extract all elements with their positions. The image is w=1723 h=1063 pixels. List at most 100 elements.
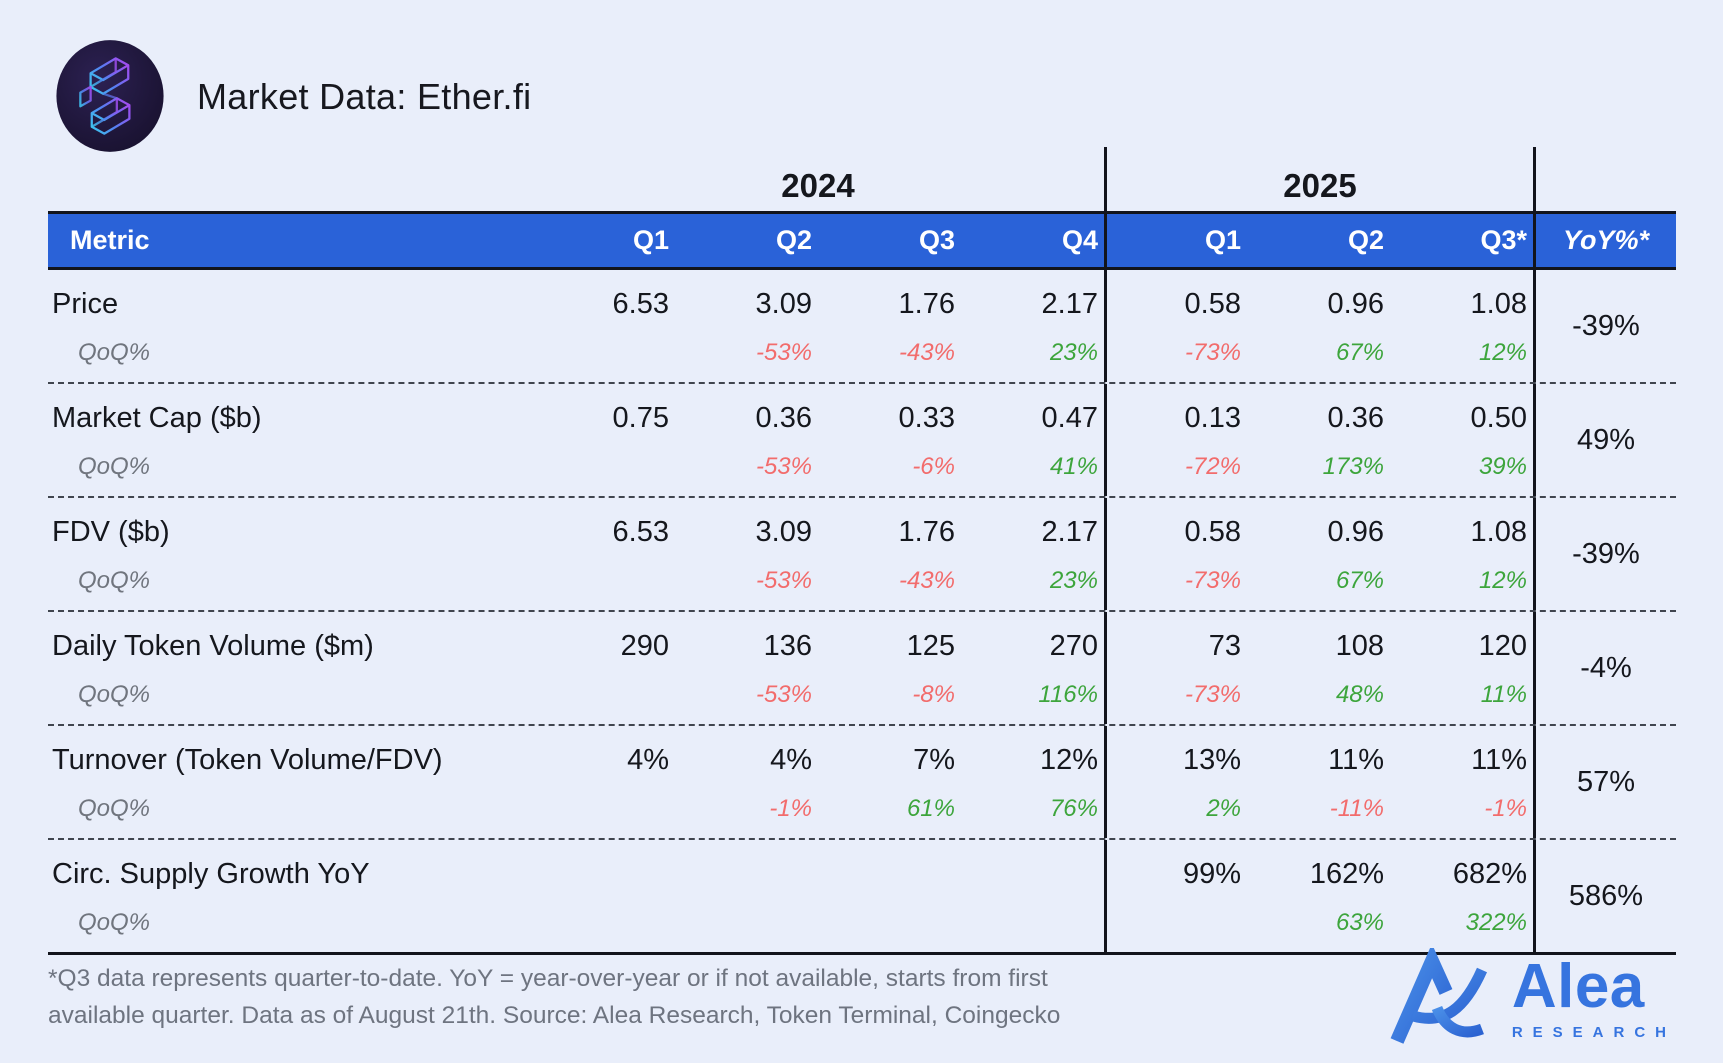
value-cell: 0.13 [1104,384,1247,448]
qoq-value-cell: -53% [755,567,812,594]
value-cell: 3.09 [755,516,812,548]
qoq-value-cell: 63% [1335,909,1384,936]
value-cell: 2.17 [1041,516,1098,548]
qoq-value-cell: 67% [1335,567,1384,594]
qoq-value-cell: -8% [912,681,955,708]
qoq-value-cell: 67% [1335,339,1384,366]
col-header-q3-2025: Q3* [1480,225,1527,255]
qoq-label: QoQ% [78,339,151,366]
table-row-group: Circ. Supply Growth YoY 99% 162% 682% 586% Qo… [48,840,1676,952]
qoq-value-cell: 12% [1478,567,1527,594]
col-header-q1-2025: Q1 [1104,214,1247,267]
metric-label: Circ. Supply Growth YoY [52,858,370,890]
qoq-value-cell: -1% [769,795,812,822]
year-label-2025: 2025 [1104,147,1533,211]
value-cell: 3.09 [755,288,812,320]
col-header-q2-2025: Q2 [1347,225,1384,255]
value-cell: 12% [1039,744,1098,776]
qoq-value-cell: -73% [1104,334,1247,382]
value-cell: 0.58 [1104,270,1247,334]
metric-label: Turnover (Token Volume/FDV) [52,744,443,776]
qoq-value-cell: 116% [1038,681,1098,708]
footnote-line-1: *Q3 data represents quarter-to-date. YoY… [48,965,1048,992]
value-cell: 0.50 [1470,402,1527,434]
yoy-column-spacer [1533,147,1676,211]
value-cell: 1.76 [898,288,955,320]
qoq-value-cell: -53% [755,339,812,366]
qoq-value-cell [532,790,675,838]
footnote-line-2: available quarter. Data as of August 21t… [48,1002,1061,1029]
year-label-2024: 2024 [781,167,855,204]
yoy-value-cell: -39% [1533,270,1676,382]
qoq-label: QoQ% [78,567,151,594]
qoq-value-cell: 39% [1478,453,1527,480]
alea-logo-icon [1390,948,1487,1044]
value-cell: 162% [1309,858,1384,890]
qoq-value-cell: 76% [1049,795,1098,822]
qoq-value-cell: 48% [1335,681,1384,708]
qoq-value-cell: 61% [906,795,955,822]
value-cell: 7% [913,744,955,776]
value-cell [532,840,675,904]
qoq-label: QoQ% [78,795,151,822]
qoq-value-cell: 12% [1478,339,1527,366]
value-cell: 6.53 [612,288,669,320]
value-cell: 290 [620,630,669,662]
value-cell: 1.08 [1470,516,1527,548]
col-header-q1-2024: Q1 [632,225,669,255]
value-cell: 108 [1335,630,1384,662]
col-header-q2-2024: Q2 [775,225,812,255]
qoq-value-cell: -43% [898,567,955,594]
value-cell: 0.75 [612,402,669,434]
qoq-value-cell: -73% [1104,562,1247,610]
table-row-group: Daily Token Volume ($m) 290 136 125 270 73 108… [48,612,1676,726]
metric-label: Daily Token Volume ($m) [52,630,374,662]
qoq-value-cell [818,904,961,952]
value-cell: 0.96 [1327,288,1384,320]
yoy-value-cell: 49% [1533,384,1676,496]
table-row-group: Price 6.53 3.09 1.76 2.17 0.58 0.96 1.08 -39% QoQ… [48,270,1676,384]
table-row-group: Market Cap ($b) 0.75 0.36 0.33 0.47 0.13 0.36 0… [48,384,1676,498]
value-cell: 0.36 [755,402,812,434]
yoy-value-cell: -39% [1533,498,1676,610]
metric-label: Market Cap ($b) [52,402,262,434]
qoq-value-cell: 23% [1049,567,1098,594]
value-cell: 0.58 [1104,498,1247,562]
value-cell: 99% [1104,840,1247,904]
qoq-value-cell: 11% [1480,681,1527,708]
metric-label: FDV ($b) [52,516,170,548]
table-row-group: FDV ($b) 6.53 3.09 1.76 2.17 0.58 0.96 1.08 -39%… [48,498,1676,612]
year-header-row: 2024 2025 [48,147,1676,211]
qoq-value-cell [1104,904,1247,952]
qoq-value-cell [532,562,675,610]
value-cell: 0.47 [1041,402,1098,434]
qoq-value-cell: -73% [1104,676,1247,724]
table-body: Price 6.53 3.09 1.76 2.17 0.58 0.96 1.08 -39% QoQ… [48,270,1676,955]
alea-brand-subname: RESEARCH [1511,1023,1676,1041]
qoq-value-cell: 23% [1049,339,1098,366]
value-cell [961,840,1104,904]
col-header-metric: Metric [70,225,150,255]
value-cell: 6.53 [612,516,669,548]
qoq-value-cell: 173% [1322,453,1384,480]
value-cell: 125 [906,630,955,662]
alea-brand-name: Alea [1511,951,1645,1021]
value-cell: 1.76 [898,516,955,548]
qoq-value-cell [532,448,675,496]
market-data-table: 2024 2025 Metric Q1 Q2 Q3 Q4 Q1 Q2 Q3* Y… [48,147,1676,955]
qoq-value-cell: 2% [1104,790,1247,838]
qoq-value-cell: 41% [1049,453,1098,480]
metric-label: Price [52,288,119,320]
col-header-q4-2024: Q4 [1061,225,1098,255]
alea-research-logo: Alea RESEARCH [1384,948,1676,1048]
qoq-value-cell: -72% [1104,448,1247,496]
value-cell: 0.96 [1327,516,1384,548]
yoy-value-cell: -4% [1533,612,1676,724]
value-cell: 11% [1328,744,1384,776]
value-cell: 270 [1049,630,1098,662]
value-cell: 4% [770,744,812,776]
col-header-yoy: YoY%* [1533,214,1676,267]
qoq-value-cell: -1% [1484,795,1527,822]
yoy-value-cell: 586% [1533,840,1676,952]
